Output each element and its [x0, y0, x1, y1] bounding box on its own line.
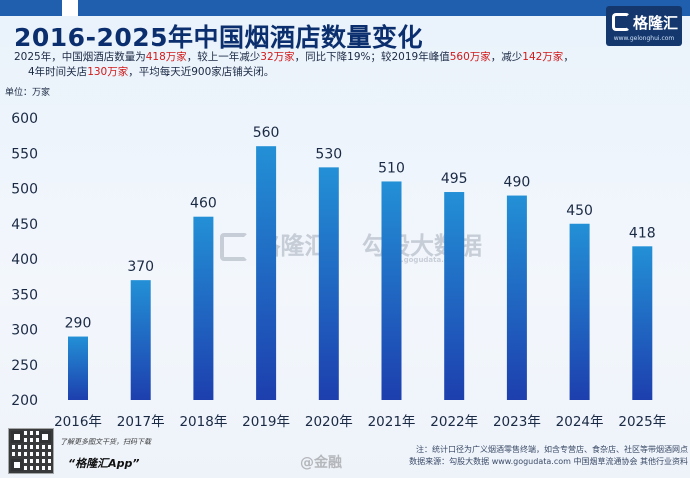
x-axis: 2016年 2017年 2018年 2019年 2020年 2021年 2022年 2023年…: [54, 414, 666, 430]
y-tick-label: 400: [11, 252, 38, 268]
data-label: 530: [315, 146, 342, 162]
data-labels: 290 370 460 560 530 510 495 490 450 418: [65, 125, 656, 331]
footnote-source: 数据来源：勾股大数据 www.gogudata.com 中国烟草流通协会 其他行…: [409, 457, 688, 466]
x-tick-label: 2020年: [305, 414, 353, 430]
x-tick-label: 2023年: [493, 414, 541, 430]
bars: [68, 146, 653, 400]
brand-logo: 格隆汇 www.gelonghui.com: [606, 6, 682, 46]
y-tick-label: 450: [11, 217, 38, 233]
bar: [506, 195, 527, 400]
x-tick-label: 2022年: [430, 414, 478, 430]
y-axis-unit: 单位：万家: [5, 88, 51, 98]
y-tick-label: 600: [11, 111, 38, 127]
x-tick-label: 2018年: [179, 414, 227, 430]
y-tick-label: 350: [11, 287, 38, 303]
bar: [444, 192, 465, 400]
top-banner: [0, 0, 690, 16]
x-tick-label: 2024年: [556, 414, 604, 430]
chart-title: 2016-2025年中国烟酒店数量变化: [14, 23, 424, 52]
app-download-tip: 了解更多图文干货，扫码下载: [60, 438, 151, 446]
footnote-scope: 注：统计口径为广义烟酒零售终端，如含专营店、食杂店、社区等带烟酒网点: [416, 445, 688, 454]
app-name: “格隆汇App”: [68, 457, 140, 470]
logo-url: www.gelonghui.com: [613, 35, 675, 42]
bar: [130, 280, 151, 400]
bar: [569, 223, 590, 400]
description-line-2: 4年时间关店130万家，平均每天近900家店铺关闭。: [28, 66, 275, 78]
bar: [632, 246, 653, 400]
watermark-url: www.gogudata.com: [382, 256, 461, 264]
y-tick-label: 250: [11, 358, 38, 374]
x-tick-label: 2016年: [54, 414, 102, 430]
data-label: 560: [253, 125, 280, 141]
y-tick-label: 200: [11, 393, 38, 409]
data-label: 490: [504, 175, 531, 191]
bar: [318, 167, 339, 400]
data-label: 290: [65, 316, 92, 332]
x-tick-label: 2017年: [117, 414, 165, 430]
y-tick-label: 500: [11, 182, 38, 198]
logo-mark-icon: [612, 13, 630, 31]
x-tick-label: 2021年: [368, 414, 416, 430]
data-label: 460: [190, 196, 217, 212]
data-label: 370: [127, 259, 154, 275]
data-label: 418: [629, 225, 656, 241]
y-tick-label: 550: [11, 146, 38, 162]
bar: [193, 216, 214, 400]
chart-description: 2025年，中国烟酒店数量为418万家，较上一年减少32万家，同比下降19%；较…: [14, 50, 674, 80]
x-tick-label: 2025年: [618, 414, 666, 430]
bar: [68, 336, 88, 400]
y-axis: 200 250 300 350 400 450 500 550 600: [11, 111, 38, 409]
logo-name: 格隆汇: [633, 14, 679, 32]
description-line-1: 2025年，中国烟酒店数量为418万家，较上一年减少32万家，同比下降19%；较…: [14, 51, 574, 63]
data-label: 495: [441, 171, 468, 187]
footnote: 注：统计口径为广义烟酒零售终端，如含专营店、食杂店、社区等带烟酒网点 数据来源：…: [362, 444, 688, 468]
data-label: 510: [378, 160, 405, 176]
qr-code-icon: [8, 428, 54, 474]
y-tick-label: 300: [11, 323, 38, 339]
bottom-watermark: @金融: [300, 455, 342, 471]
bar: [381, 181, 402, 400]
x-tick-label: 2019年: [242, 414, 290, 430]
bar: [256, 146, 277, 400]
data-label: 450: [566, 203, 593, 219]
top-banner-notch: [62, 0, 78, 16]
